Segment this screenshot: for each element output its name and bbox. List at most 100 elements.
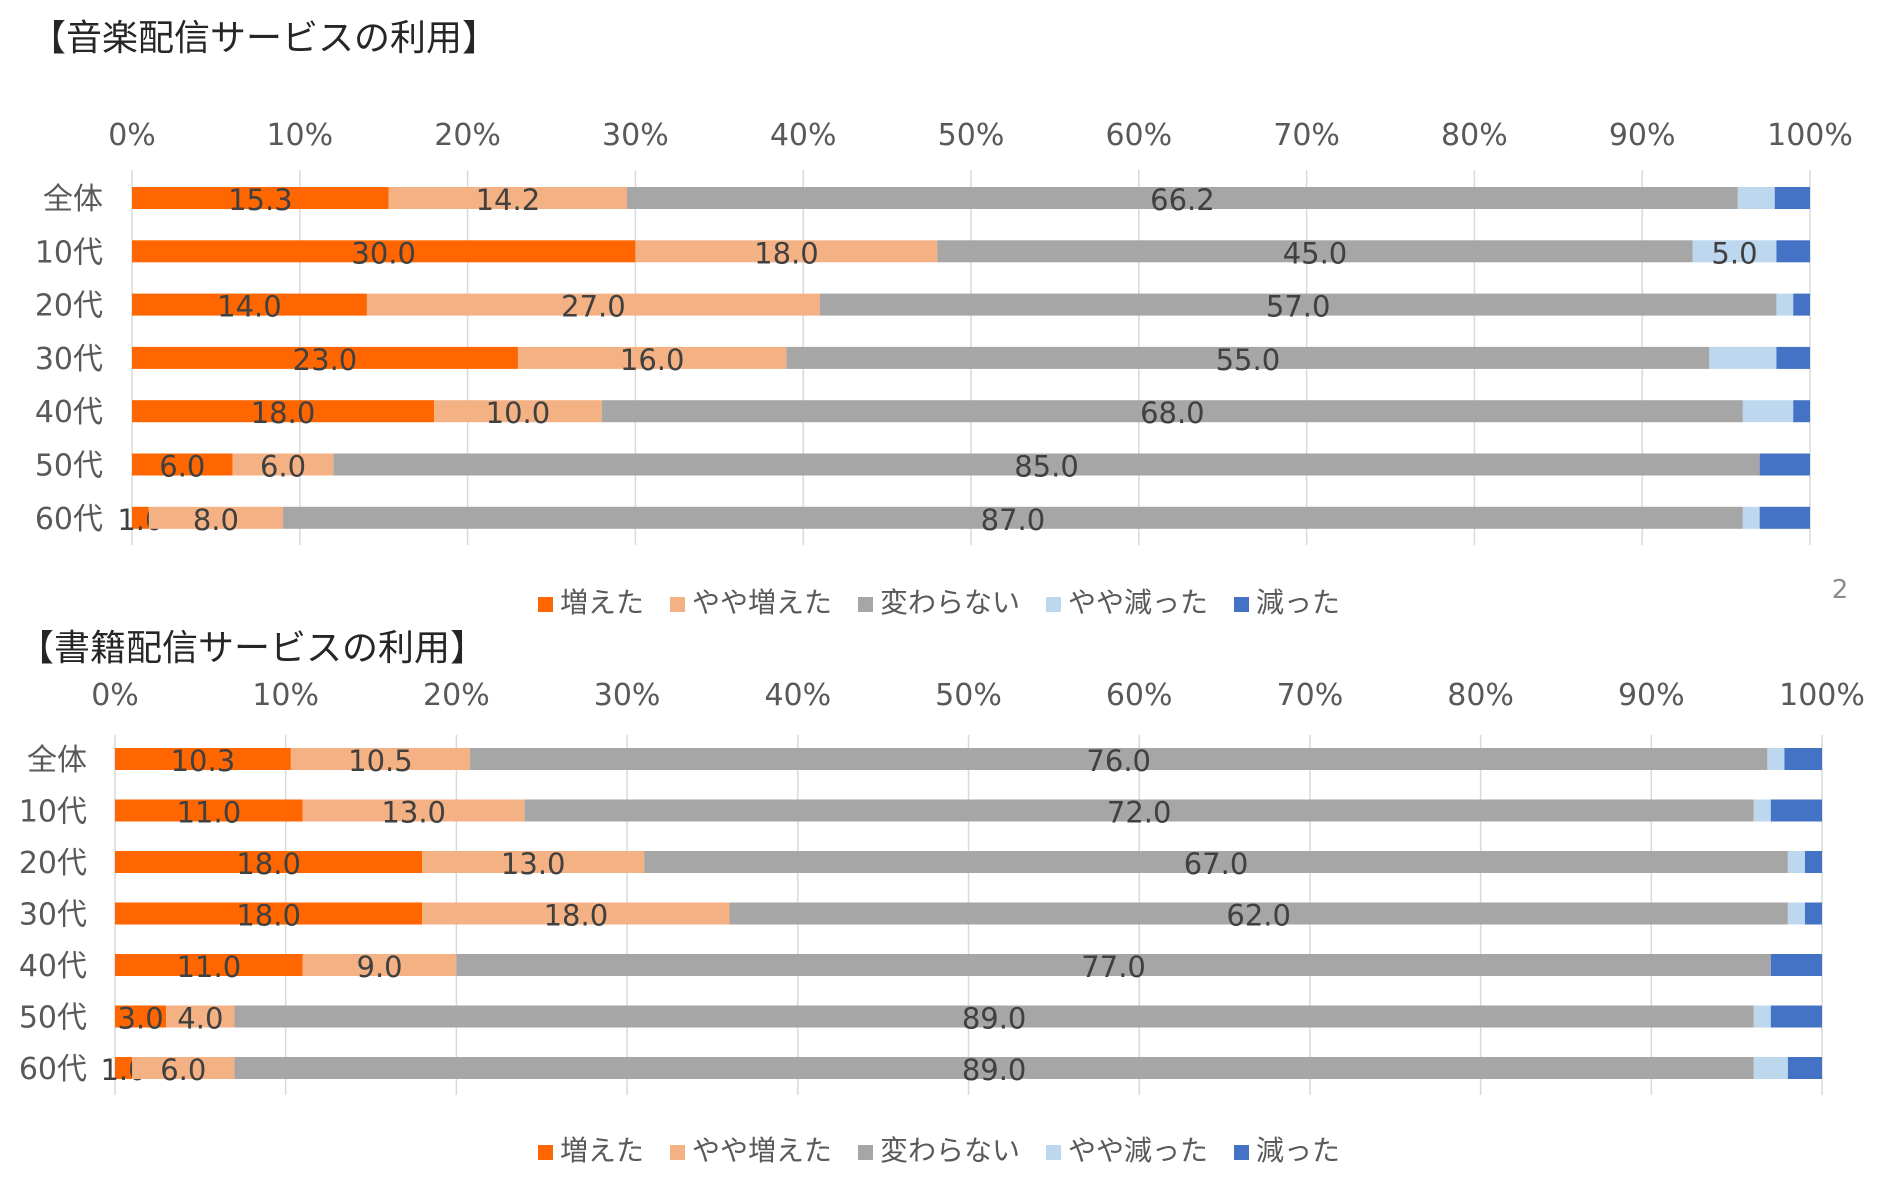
- chart-title: 【音楽配信サービスの利用】: [30, 18, 498, 59]
- bar-segment: [644, 851, 1788, 873]
- x-tick-label: 20%: [423, 678, 490, 713]
- bar-segment: [1787, 851, 1805, 873]
- bar-segment: [1742, 400, 1794, 423]
- legend-label: 減った: [1256, 586, 1340, 619]
- x-tick-label: 50%: [938, 118, 1005, 153]
- legend-label: やや減った: [1068, 586, 1208, 619]
- legend-label: 増えた: [560, 586, 644, 619]
- data-label: 10.0: [486, 396, 551, 430]
- bar-segment: [1776, 293, 1794, 316]
- data-label: 18.0: [754, 236, 819, 270]
- x-tick-label: 0%: [108, 118, 156, 153]
- bar-segment: [132, 506, 149, 529]
- x-tick-label: 30%: [594, 678, 661, 713]
- x-tick-label: 10%: [266, 118, 333, 153]
- category-label: 50代: [19, 1001, 87, 1036]
- category-label: 60代: [19, 1052, 87, 1087]
- category-label: 20代: [19, 846, 87, 881]
- category-label: 20代: [35, 289, 103, 324]
- bar-segment: [132, 400, 435, 423]
- bar-segment: [115, 799, 303, 822]
- bar-segment: [434, 400, 602, 423]
- legend-label: やや増えた: [692, 586, 832, 619]
- data-label: 18.0: [251, 396, 316, 430]
- x-tick-label: 20%: [434, 118, 501, 153]
- data-label: 23.0: [293, 343, 358, 377]
- category-label: 50代: [35, 449, 103, 484]
- x-tick-label: 70%: [1277, 678, 1344, 713]
- bar-segment: [115, 1005, 167, 1028]
- data-label: 76.0: [1086, 744, 1151, 778]
- bar-segment: [470, 748, 1768, 770]
- bar-segment: [1770, 799, 1822, 822]
- bar-segment: [1804, 851, 1822, 873]
- x-tick-label: 100%: [1767, 118, 1853, 153]
- bar-segment: [786, 346, 1710, 369]
- bar-segment: [1742, 506, 1760, 529]
- category-label: 40代: [35, 395, 103, 430]
- data-label: 10.5: [348, 744, 413, 778]
- data-label: 27.0: [561, 290, 626, 324]
- legend-label: やや増えた: [692, 1134, 832, 1167]
- bar-segment: [1793, 400, 1810, 423]
- legend-label: 増えた: [560, 1134, 644, 1167]
- bar-segment: [1767, 748, 1785, 770]
- bar-segment: [115, 851, 423, 873]
- x-tick-label: 70%: [1273, 118, 1340, 153]
- data-label: 16.0: [620, 343, 685, 377]
- bar-segment: [635, 240, 938, 263]
- bar-segment: [1753, 1057, 1788, 1079]
- data-label: 18.0: [544, 899, 609, 933]
- bar-segment: [422, 851, 645, 873]
- legend-swatch: [1046, 1145, 1061, 1160]
- data-label: 72.0: [1107, 796, 1172, 830]
- legend-label: やや減った: [1068, 1134, 1208, 1167]
- data-label: 30.0: [351, 236, 416, 270]
- bar-segment: [115, 902, 423, 925]
- x-tick-label: 60%: [1105, 118, 1172, 153]
- bar-segment: [166, 1005, 235, 1028]
- legend-swatch: [1234, 1145, 1249, 1160]
- bar-segment: [1753, 1005, 1771, 1028]
- x-tick-label: 60%: [1106, 678, 1173, 713]
- bar-segment: [132, 293, 367, 316]
- bar-segment: [1784, 748, 1822, 770]
- data-label: 13.0: [381, 796, 446, 830]
- x-tick-label: 100%: [1779, 678, 1865, 713]
- data-label: 89.0: [962, 1053, 1027, 1087]
- bar-segment: [1759, 506, 1810, 529]
- bar-segment: [1774, 187, 1810, 209]
- data-label: 18.0: [236, 847, 301, 881]
- x-tick-label: 90%: [1609, 118, 1676, 153]
- bar-segment: [1793, 293, 1810, 316]
- bar-segment: [132, 1057, 235, 1079]
- bar-segment: [290, 748, 471, 770]
- bar-segment: [524, 799, 1754, 822]
- bar-segment: [1804, 902, 1822, 925]
- bar-segment: [1759, 453, 1810, 476]
- x-tick-label: 80%: [1441, 118, 1508, 153]
- bar-segment: [937, 240, 1693, 263]
- category-label: 30代: [35, 342, 103, 377]
- data-label: 57.0: [1266, 290, 1331, 324]
- bar-segment: [1737, 187, 1775, 209]
- data-label: 14.0: [217, 290, 282, 324]
- bar-segment: [232, 453, 334, 476]
- category-label: 全体: [43, 182, 103, 217]
- bar-segment: [132, 346, 518, 369]
- legend-swatch: [858, 1145, 873, 1160]
- x-tick-label: 80%: [1447, 678, 1514, 713]
- data-label: 6.0: [260, 450, 306, 484]
- bar-segment: [234, 1057, 1754, 1079]
- bar-segment: [132, 187, 389, 209]
- x-tick-label: 90%: [1618, 678, 1685, 713]
- bar-segment: [1787, 1057, 1822, 1079]
- bar-segment: [388, 187, 628, 209]
- legend-swatch: [670, 1145, 685, 1160]
- category-label: 30代: [19, 898, 87, 933]
- bar-segment: [115, 954, 303, 976]
- bar-segment: [1753, 799, 1771, 822]
- bar-segment: [1692, 240, 1777, 263]
- data-label: 9.0: [357, 950, 403, 984]
